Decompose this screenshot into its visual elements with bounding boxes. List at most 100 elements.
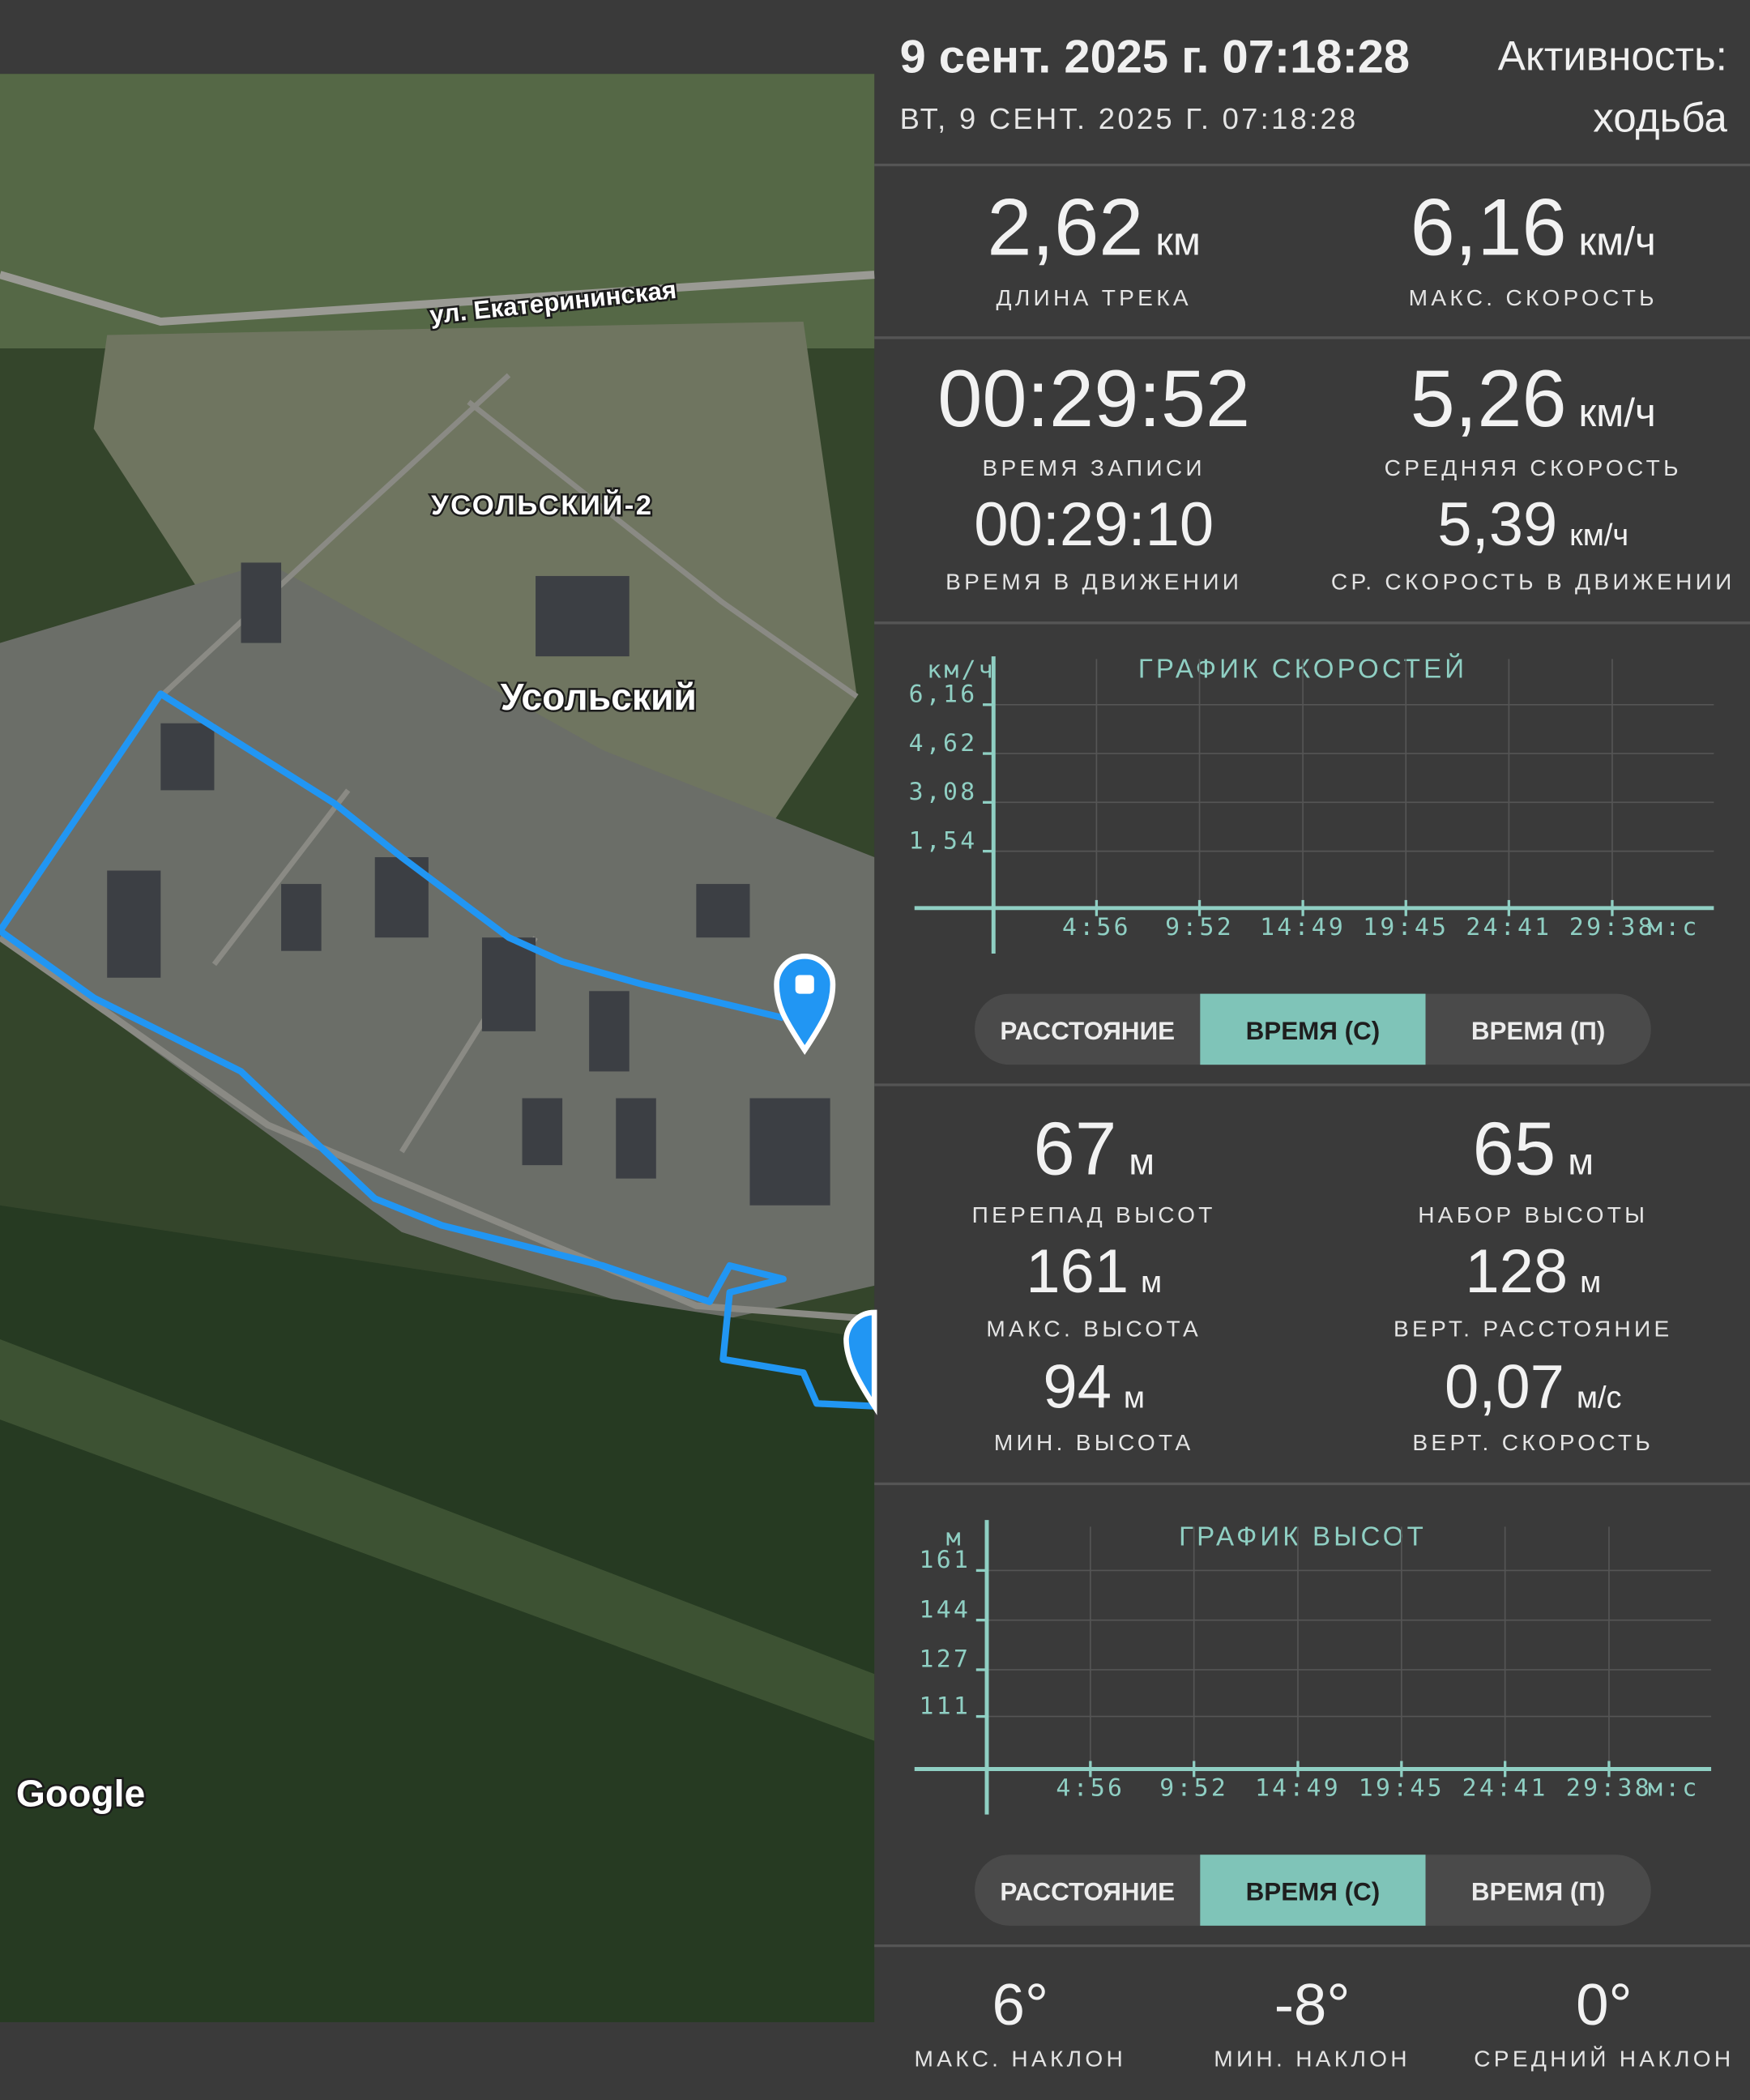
tab[interactable]: РАССТОЯНИЕ [1000, 1877, 1175, 1906]
x-tick-label: 4:56 [1062, 913, 1131, 941]
stat-unit: км/ч [1579, 390, 1656, 435]
stat-unit: м [1568, 1141, 1594, 1183]
stat-number: 6,16 [1411, 182, 1567, 272]
start-marker[interactable] [774, 954, 836, 1055]
map-road [0, 934, 875, 1323]
map-district-label: УСОЛЬСКИЙ-2 [431, 489, 653, 521]
stat-number: 6° [992, 1972, 1049, 2038]
stat-label: ДЛИНА ТРЕКА [997, 285, 1192, 310]
activity-value: ходьба [1593, 94, 1727, 140]
stat-value: 00:29:52 [937, 354, 1250, 444]
y-tick-label: 127 [920, 1645, 971, 1674]
chart-title: ГРАФИК ВЫСОТ [1179, 1522, 1427, 1552]
tab[interactable]: ВРЕМЯ (П) [1471, 1017, 1605, 1045]
stat-value: 0,07 м/с [1445, 1352, 1622, 1421]
stat-number: 00:29:52 [937, 354, 1250, 444]
x-tick-label: 9:52 [1165, 913, 1234, 941]
stat-number: 00:29:10 [974, 490, 1214, 559]
tab-selected[interactable] [1200, 993, 1426, 1065]
stat-label: МАКС. ВЫСОТА [986, 1317, 1202, 1342]
stat-number: 0° [1576, 1972, 1633, 2038]
y-tick-label: 6,16 [909, 680, 978, 708]
x-tick-label: 24:41 [1466, 913, 1552, 941]
stat-label: ВЕРТ. РАССТОЯНИЕ [1394, 1317, 1672, 1342]
y-tick-label: 1,54 [909, 826, 978, 855]
stat-unit: м/с [1577, 1381, 1622, 1415]
stat-unit: км/ч [1569, 519, 1628, 553]
map-road [159, 373, 859, 1154]
tab[interactable]: ВРЕМЯ (С) [1246, 1877, 1381, 1906]
x-tick-label: 24:41 [1462, 1774, 1548, 1803]
tab[interactable]: РАССТОЯНИЕ [1000, 1017, 1175, 1045]
stat-number: 5,39 [1437, 490, 1557, 559]
activity-label: Активность: [1498, 32, 1727, 79]
stat-number: 0,07 [1445, 1352, 1564, 1421]
stat-label: СР. СКОРОСТЬ В ДВИЖЕНИИ [1331, 569, 1735, 594]
stat-value: 128 м [1465, 1237, 1601, 1306]
header-subtitle: ВТ, 9 СЕНТ. 2025 Г. 07:18:28 [900, 102, 1359, 135]
stat-unit: м [1129, 1141, 1155, 1183]
end-marker[interactable] [843, 1309, 877, 1415]
stat-number: 65 [1472, 1107, 1556, 1191]
stat-label: ВРЕМЯ В ДВИЖЕНИИ [945, 569, 1242, 594]
map[interactable]: ул. Екатерининская УСОЛЬСКИЙ-2 Усольский… [0, 74, 877, 2022]
x-tick-label: 29:38 [1566, 1774, 1652, 1803]
stat-value: 6° [992, 1972, 1049, 2038]
stat-label: НАБОР ВЫСОТЫ [1418, 1202, 1648, 1227]
y-tick-label: 111 [920, 1692, 971, 1720]
stat-value: 0° [1576, 1972, 1633, 2038]
y-tick-label: 161 [920, 1546, 971, 1574]
y-tick-label: 4,62 [909, 729, 978, 758]
map-provider: Google [16, 1773, 145, 1815]
chart-title: ГРАФИК СКОРОСТЕЙ [1138, 654, 1467, 685]
x-tick-label: 29:38 [1569, 913, 1655, 941]
tab-selected[interactable] [1200, 1855, 1426, 1926]
stat-number: -8° [1274, 1972, 1351, 2038]
x-axis-unit: м:с [1648, 913, 1700, 941]
y-tick-label: 3,08 [909, 778, 978, 806]
map-north [0, 74, 875, 349]
dividers [874, 163, 1750, 1948]
map-buildings [107, 562, 830, 1206]
stat-unit: км/ч [1579, 218, 1656, 263]
x-tick-label: 14:49 [1255, 1774, 1341, 1803]
y-axis-label: м [946, 1523, 963, 1552]
stat-unit: м [1124, 1381, 1145, 1415]
stat-value: -8° [1274, 1972, 1351, 2038]
y-tick-label: 144 [920, 1595, 971, 1624]
x-tick-label: 14:49 [1260, 913, 1346, 941]
stat-unit: км [1155, 218, 1201, 263]
stat-number: 5,26 [1411, 354, 1567, 444]
tab[interactable]: ВРЕМЯ (П) [1471, 1877, 1605, 1906]
x-axis-unit: м:с [1648, 1774, 1700, 1803]
header-title: 9 сент. 2025 г. 07:18:28 [900, 32, 1410, 83]
x-tick-label: 9:52 [1159, 1774, 1228, 1803]
x-tick-label: 19:45 [1363, 913, 1449, 941]
stat-label: ПЕРЕПАД ВЫСОТ [972, 1202, 1216, 1227]
stat-value: 67 м [1033, 1107, 1155, 1191]
stat-label: МАКС. СКОРОСТЬ [1409, 285, 1658, 310]
stat-number: 161 [1026, 1237, 1129, 1306]
stat-number: 128 [1465, 1237, 1568, 1306]
y-axis-label: км/ч [927, 656, 996, 685]
stat-number: 67 [1033, 1107, 1116, 1191]
stat-value: 161 м [1026, 1237, 1162, 1306]
stat-label: ВЕРТ. СКОРОСТЬ [1412, 1430, 1654, 1455]
tab[interactable]: ВРЕМЯ (С) [1246, 1017, 1381, 1045]
stat-unit: м [1141, 1266, 1162, 1300]
stat-value: 6,16 км/ч [1411, 182, 1656, 272]
stat-number: 94 [1043, 1352, 1112, 1421]
stat-value: 00:29:10 [974, 490, 1214, 559]
map-road [0, 271, 875, 326]
map-forest [0, 1205, 875, 2022]
stat-unit: м [1580, 1266, 1601, 1300]
stat-value: 94 м [1043, 1352, 1145, 1421]
x-tick-label: 4:56 [1056, 1774, 1125, 1803]
map-field [93, 321, 857, 858]
stat-label: МАКС. НАКЛОН [915, 2046, 1127, 2071]
map-clearing [0, 1338, 875, 1741]
track-route [0, 690, 875, 1410]
